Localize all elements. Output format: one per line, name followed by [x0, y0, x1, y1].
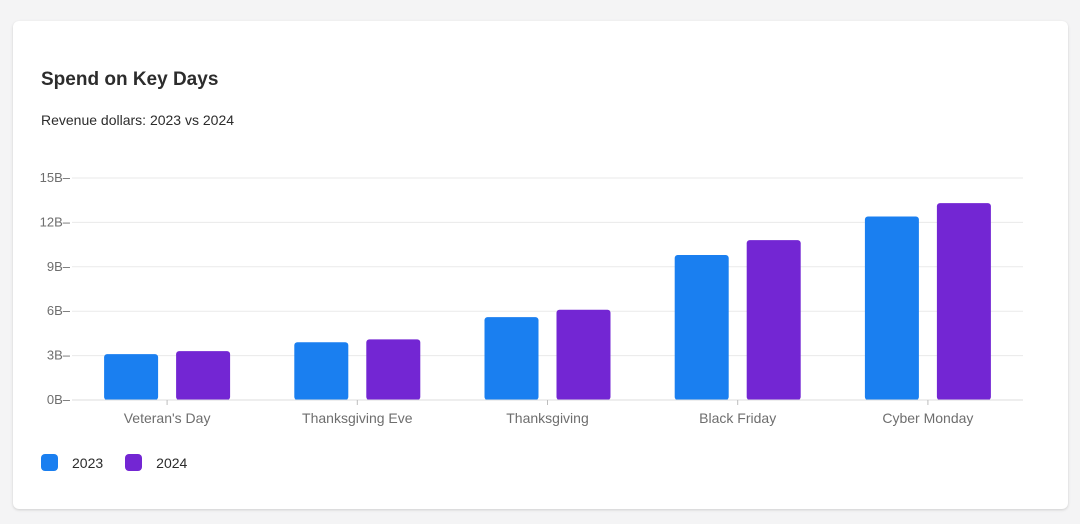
y-tick-label: 12B– [40, 214, 71, 229]
y-tick-label: 3B– [47, 348, 71, 363]
bar-2024-3[interactable] [746, 240, 801, 400]
bar-2024-4[interactable] [936, 203, 991, 400]
y-tick-label: 15B– [40, 170, 71, 185]
legend-label-2023: 2023 [72, 454, 104, 471]
x-category-label: Veteran's Day [124, 410, 211, 426]
bar-2024-2[interactable] [556, 309, 611, 400]
x-axis: Veteran's Day Thanksgiving Eve Thanksgivin… [72, 399, 1023, 426]
chart-title: Spend on Key Days [41, 69, 219, 90]
bar-2023-4[interactable] [864, 216, 919, 400]
legend-item-2023[interactable]: 2023 [41, 454, 103, 471]
x-category-label: Black Friday [699, 410, 776, 426]
bar-chart: 0B– 3B– 6B– 9B– 12B– 15B– Veteran's Day Thanks… [40, 170, 1023, 426]
x-category-label: Cyber Monday [882, 410, 973, 426]
bar-2024-0[interactable] [176, 351, 231, 400]
bar-2023-0[interactable] [104, 354, 159, 400]
y-tick-label: 0B– [47, 392, 71, 407]
bar-2023-3[interactable] [674, 254, 729, 400]
bar-2024-1[interactable] [366, 339, 421, 400]
x-category-label: Thanksgiving [506, 410, 589, 426]
chart-card: Spend on Key Days Revenue dollars: 2023 … [13, 21, 1068, 509]
bar-2023-2[interactable] [484, 317, 539, 400]
legend: 2023 2024 [41, 454, 209, 471]
legend-swatch-2024 [125, 454, 143, 471]
grid-lines: 0B– 3B– 6B– 9B– 12B– 15B– [40, 170, 1023, 407]
bars [104, 203, 991, 400]
y-tick-label: 9B– [47, 259, 71, 274]
legend-item-2024[interactable]: 2024 [125, 454, 187, 471]
x-category-label: Thanksgiving Eve [302, 410, 413, 426]
y-tick-label: 6B– [47, 303, 71, 318]
legend-swatch-2023 [41, 454, 58, 471]
chart-subtitle: Revenue dollars: 2023 vs 2024 [41, 112, 235, 128]
bar-2023-1[interactable] [294, 342, 349, 400]
legend-label-2024: 2024 [156, 454, 188, 471]
